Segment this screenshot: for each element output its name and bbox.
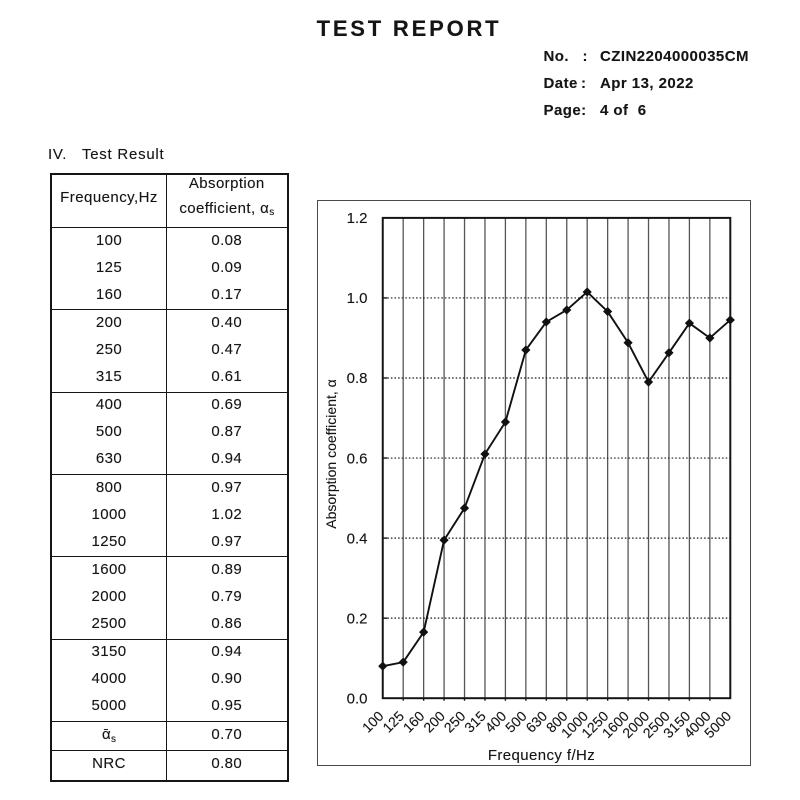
svg-text:Frequency f/Hz: Frequency f/Hz <box>488 747 595 764</box>
svg-text:Absorption coefficient, α: Absorption coefficient, α <box>323 379 339 528</box>
svg-text:0.4: 0.4 <box>347 530 368 547</box>
svg-text:0.0: 0.0 <box>347 690 368 707</box>
svg-text:1.0: 1.0 <box>347 290 368 307</box>
svg-text:0.8: 0.8 <box>347 370 368 387</box>
svg-text:0.2: 0.2 <box>347 610 368 627</box>
svg-text:0.6: 0.6 <box>347 450 368 467</box>
svg-text:1.2: 1.2 <box>347 210 368 227</box>
